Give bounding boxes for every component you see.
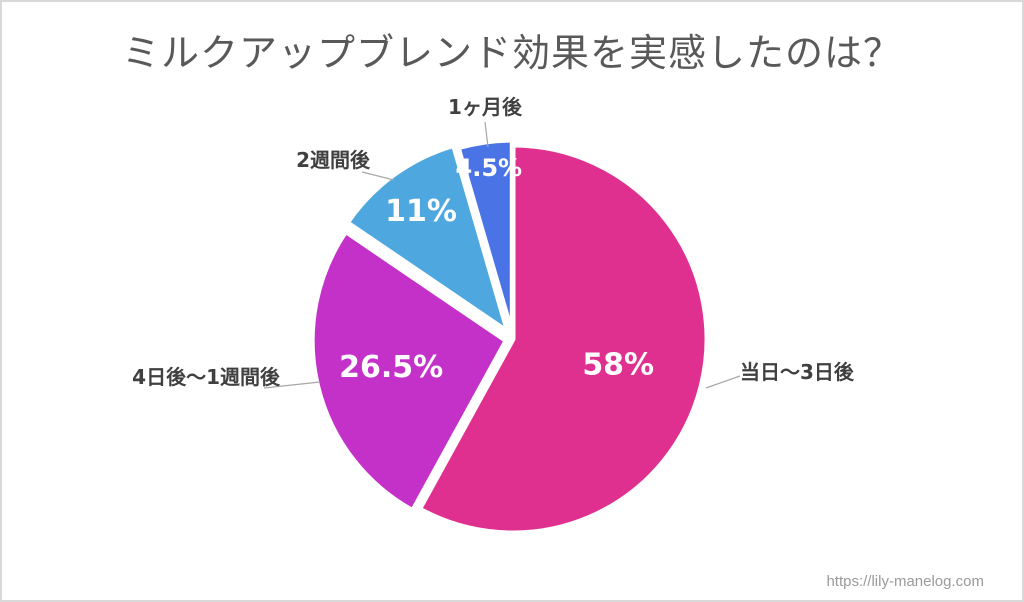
pie-slice (417, 142, 710, 536)
pie-slice (344, 142, 511, 335)
leader-line (705, 375, 741, 389)
leader-line (484, 121, 489, 148)
pie-slice (455, 137, 515, 337)
slice-value-label: 26.5% (339, 350, 443, 385)
slice-value-label: 4.5% (456, 154, 523, 182)
leader-line (361, 171, 395, 181)
slice-category-label: 1ヶ月後 (448, 95, 523, 119)
pie-slice (309, 229, 509, 514)
watermark-url: https://lily-manelog.com (826, 573, 984, 590)
chart-title: ミルクアップブレンド効果を実感したのは？ (121, 31, 902, 75)
slice-value-label: 11% (385, 194, 457, 229)
slice-value-label: 58% (582, 348, 654, 383)
slice-category-label: 2週間後 (296, 148, 371, 172)
slice-category-label: 4日後〜1週間後 (132, 365, 281, 389)
leader-line (263, 381, 321, 389)
slice-category-label: 当日〜3日後 (740, 360, 855, 384)
